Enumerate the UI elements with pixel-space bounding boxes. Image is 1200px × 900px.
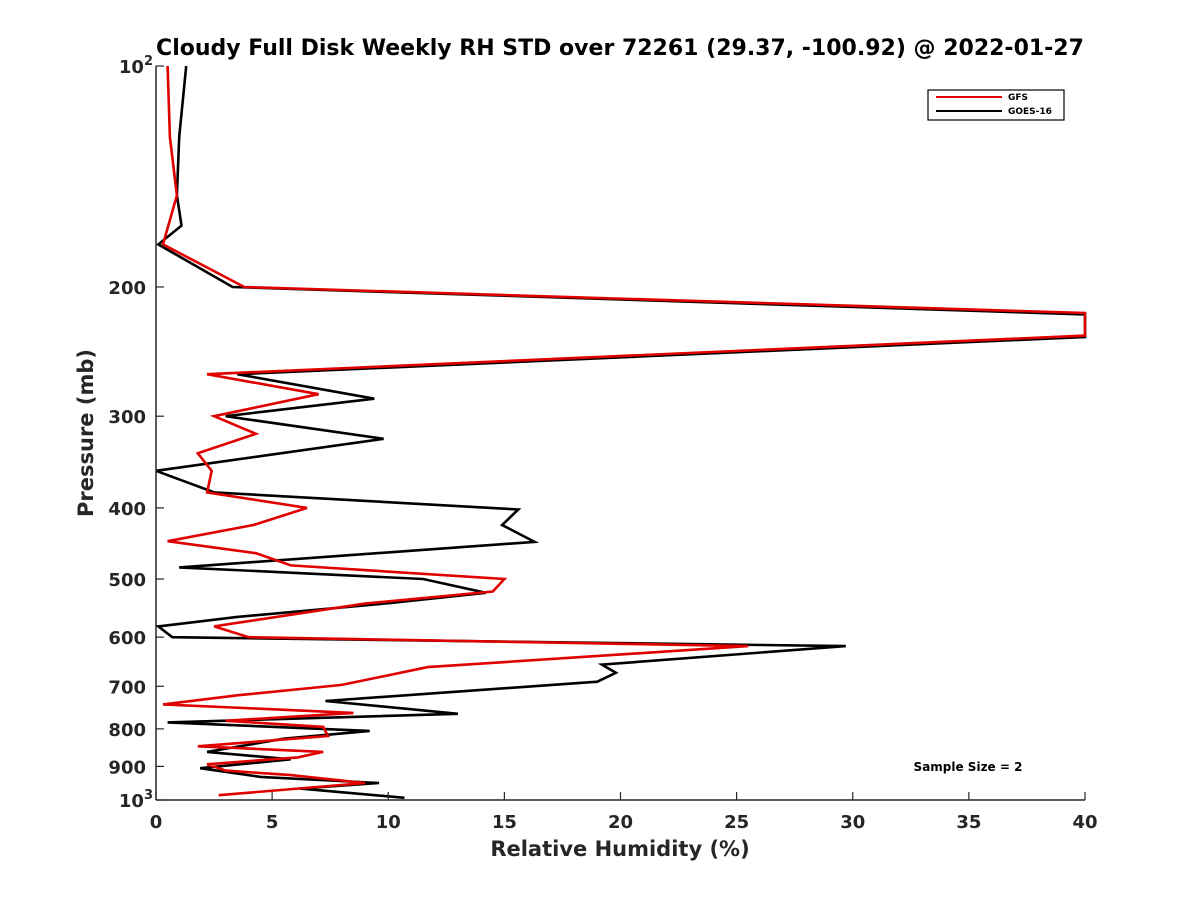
x-tick-label: 30 — [840, 812, 865, 833]
x-tick-label: 20 — [608, 812, 633, 833]
x-tick-label: 15 — [492, 812, 517, 833]
x-tick-label: 40 — [1072, 812, 1097, 833]
x-tick-label: 35 — [956, 812, 981, 833]
x-axis-label: Relative Humidity (%) — [490, 837, 749, 861]
x-tick-label: 25 — [724, 812, 749, 833]
y-tick-label: 500 — [108, 570, 146, 591]
y-tick-label: 700 — [108, 677, 146, 698]
x-tick-label: 0 — [150, 812, 163, 833]
x-tick-label: 5 — [266, 812, 279, 833]
series-line-gfs — [161, 65, 1087, 797]
y-axis-ticks: 102 200 300 400 500 600 700 800 900 103 — [108, 54, 164, 812]
y-tick-label: 300 — [108, 407, 146, 428]
x-tick-label: 10 — [376, 812, 401, 833]
y-tick-label: 200 — [108, 278, 146, 299]
legend-box — [927, 89, 1065, 121]
y-tick-label: 600 — [108, 628, 146, 649]
chart-title: Cloudy Full Disk Weekly RH STD over 7226… — [156, 36, 1084, 61]
x-axis-ticks: 0 5 10 15 20 25 30 35 40 — [150, 792, 1098, 833]
y-tick-label: 400 — [108, 499, 146, 520]
legend-label-gfs: GFS — [1008, 93, 1028, 103]
y-tick-label: 900 — [108, 757, 146, 778]
y-tick-label: 800 — [108, 720, 146, 741]
sample-size-annotation: Sample Size = 2 — [914, 760, 1023, 774]
y-tick-label: 102 — [119, 54, 153, 78]
y-axis-label: Pressure (mb) — [74, 349, 98, 517]
y-tick-label: 103 — [119, 788, 153, 812]
legend: GFS GOES-16 — [927, 89, 1065, 121]
legend-label-goes16: GOES-16 — [1008, 107, 1052, 117]
